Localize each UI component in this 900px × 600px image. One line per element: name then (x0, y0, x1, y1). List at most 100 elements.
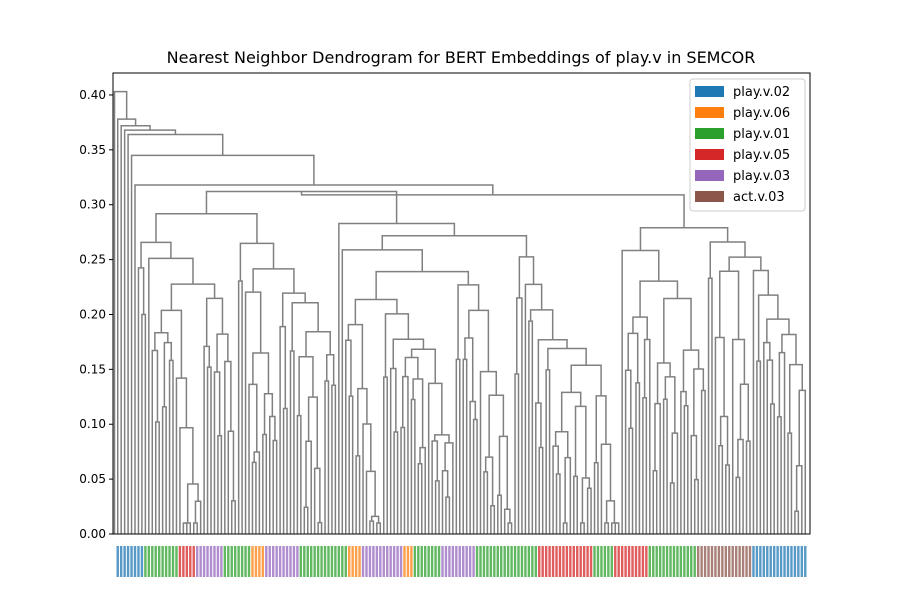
leaf-label (406, 546, 410, 577)
leaf-label (434, 546, 437, 577)
leaf-label (199, 546, 202, 577)
leaf-label (372, 546, 375, 577)
leaf-label (361, 546, 365, 577)
leaf-label (285, 546, 289, 577)
dendrogram-link (745, 440, 751, 534)
leaf-label (420, 546, 423, 577)
dendrogram-link (289, 350, 295, 534)
leaf-label (703, 546, 707, 577)
leaf-label (327, 546, 330, 577)
leaf-label (116, 546, 119, 577)
leaf-label (645, 546, 648, 577)
dendrogram-link (628, 427, 634, 534)
leaf-label (648, 546, 652, 577)
dendrogram-link (766, 318, 790, 343)
dendrogram-link (700, 389, 706, 534)
leaf-label (202, 546, 206, 577)
leaf-label (786, 546, 790, 577)
leaf-label (759, 546, 762, 577)
leaf-label (472, 546, 475, 577)
dendrogram-link (469, 400, 477, 534)
dendrogram-link (354, 298, 398, 325)
leaf-label (164, 546, 168, 577)
dendrogram-link (170, 283, 216, 311)
dendrogram-link (404, 356, 419, 380)
leaf-label (576, 546, 579, 577)
leaf-label (154, 546, 157, 577)
leaf-label (424, 546, 427, 577)
leaf-label (310, 546, 313, 577)
leaf-label (365, 546, 368, 577)
leaf-label (496, 546, 499, 577)
leaf-label (676, 546, 679, 577)
dendrogram-link (468, 309, 490, 372)
legend-label: play.v.06 (733, 106, 790, 121)
legend-label: play.v.05 (733, 148, 790, 163)
dendrogram-link (632, 316, 648, 340)
dendrogram-link (545, 369, 551, 534)
dendrogram-link (355, 455, 361, 534)
dendrogram-link (593, 462, 599, 534)
dendrogram-link (402, 375, 409, 534)
dendrogram-link (203, 345, 211, 534)
leaf-label (683, 546, 686, 577)
leaf-label (607, 546, 610, 577)
leaf-label (586, 546, 589, 577)
leaf-label (468, 546, 472, 577)
leaf-label (617, 546, 620, 577)
y-tick-label: 0.15 (79, 362, 106, 376)
dendrogram-link (291, 301, 319, 352)
dendrogram-link (535, 402, 542, 534)
dendrogram-link (216, 333, 229, 373)
leaf-label (793, 546, 797, 577)
leaf-label (489, 546, 493, 577)
leaf-label (641, 546, 645, 577)
leaf-label (627, 546, 631, 577)
leaf-label (665, 546, 669, 577)
leaf-label (237, 546, 240, 577)
leaf-label (341, 546, 344, 577)
leaf-label (386, 546, 389, 577)
dendrogram-link (503, 508, 511, 534)
leaf-label (479, 546, 482, 577)
leaf-label (306, 546, 309, 577)
dendrogram-link (182, 522, 188, 534)
dendrogram-link (227, 430, 235, 534)
leaf-label (679, 546, 683, 577)
dendrogram-link (186, 483, 199, 524)
leaf-label (486, 546, 489, 577)
leaf-label (133, 546, 137, 577)
leaf-label (596, 546, 600, 577)
dendrogram-link (348, 395, 354, 534)
leaf-label (382, 546, 385, 577)
leaf-label (707, 546, 710, 577)
legend-swatch (695, 107, 724, 118)
leaf-label (292, 546, 296, 577)
leaf-label (448, 546, 451, 577)
leaf-label (261, 546, 265, 577)
leaf-label (728, 546, 731, 577)
dendrogram-link (324, 380, 330, 534)
dendrogram-link (154, 421, 160, 534)
leaf-label (206, 546, 209, 577)
dendrogram-link (497, 494, 502, 534)
dendrogram-link (262, 433, 268, 534)
leaf-label (392, 546, 396, 577)
leaf-label (271, 546, 275, 577)
dendrogram-link (230, 500, 236, 534)
dendrogram-link (579, 522, 585, 534)
leaf-label (351, 546, 354, 577)
leaf-label (389, 546, 392, 577)
leaf-label (527, 546, 531, 577)
dendrogram-link (709, 241, 746, 279)
leaf-label (579, 546, 582, 577)
dendrogram-link (483, 471, 489, 534)
dendrogram-link (419, 446, 426, 534)
leaf-label (686, 546, 690, 577)
dendrogram-link (345, 339, 352, 534)
dendrogram-link (604, 522, 610, 534)
dendrogram-link (155, 212, 258, 244)
leaf-label (745, 546, 748, 577)
leaf-label (714, 546, 717, 577)
dendrogram-link (317, 521, 323, 534)
